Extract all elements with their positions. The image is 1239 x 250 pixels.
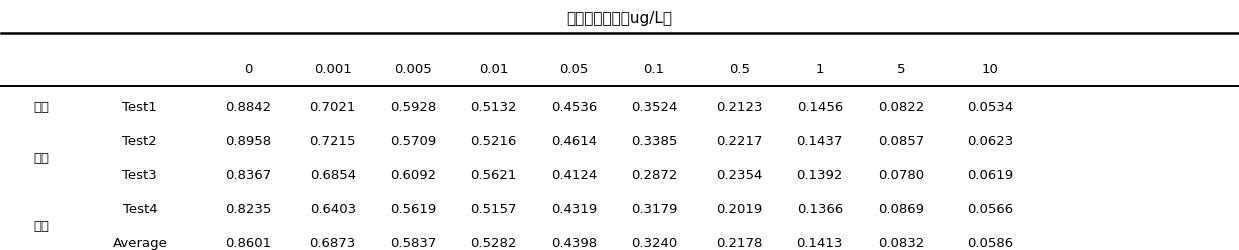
Text: Test2: Test2 bbox=[123, 134, 157, 147]
Text: 0.8235: 0.8235 bbox=[225, 202, 271, 215]
Text: 0.1456: 0.1456 bbox=[797, 101, 843, 114]
Text: 10: 10 bbox=[983, 62, 999, 75]
Text: 0.7021: 0.7021 bbox=[310, 101, 356, 114]
Text: 0.1413: 0.1413 bbox=[797, 236, 843, 248]
Text: 0.0534: 0.0534 bbox=[968, 101, 1014, 114]
Text: 0.8601: 0.8601 bbox=[225, 236, 271, 248]
Text: 0.4319: 0.4319 bbox=[550, 202, 597, 215]
Text: 0.0586: 0.0586 bbox=[968, 236, 1014, 248]
Text: 0.0869: 0.0869 bbox=[878, 202, 924, 215]
Text: 0.5837: 0.5837 bbox=[390, 236, 436, 248]
Text: 0.2217: 0.2217 bbox=[716, 134, 763, 147]
Text: 0.6873: 0.6873 bbox=[310, 236, 356, 248]
Text: 0.0780: 0.0780 bbox=[878, 168, 924, 181]
Text: 0.1: 0.1 bbox=[643, 62, 664, 75]
Text: 0.3179: 0.3179 bbox=[631, 202, 678, 215]
Text: 0.001: 0.001 bbox=[313, 62, 352, 75]
Text: 0.5282: 0.5282 bbox=[471, 236, 517, 248]
Text: 0.01: 0.01 bbox=[478, 62, 508, 75]
Text: 强度: 强度 bbox=[33, 152, 50, 164]
Text: 0.5621: 0.5621 bbox=[471, 168, 517, 181]
Text: 0.3240: 0.3240 bbox=[631, 236, 678, 248]
Text: Test1: Test1 bbox=[123, 101, 157, 114]
Text: 恩诺沙星浓度（ug/L）: 恩诺沙星浓度（ug/L） bbox=[566, 11, 673, 26]
Text: 0.0623: 0.0623 bbox=[968, 134, 1014, 147]
Text: 0.4536: 0.4536 bbox=[550, 101, 597, 114]
Text: 0.4614: 0.4614 bbox=[550, 134, 597, 147]
Text: 0.3524: 0.3524 bbox=[631, 101, 678, 114]
Text: 0.1366: 0.1366 bbox=[797, 202, 843, 215]
Text: 0.6854: 0.6854 bbox=[310, 168, 356, 181]
Text: 0.0822: 0.0822 bbox=[878, 101, 924, 114]
Text: Average: Average bbox=[113, 236, 167, 248]
Text: 0.5619: 0.5619 bbox=[390, 202, 436, 215]
Text: 0.0857: 0.0857 bbox=[878, 134, 924, 147]
Text: 0.4398: 0.4398 bbox=[550, 236, 597, 248]
Text: 0.0566: 0.0566 bbox=[968, 202, 1014, 215]
Text: 0.2019: 0.2019 bbox=[716, 202, 762, 215]
Text: 0.6092: 0.6092 bbox=[390, 168, 436, 181]
Text: 0.6403: 0.6403 bbox=[310, 202, 356, 215]
Text: 0.2123: 0.2123 bbox=[716, 101, 763, 114]
Text: 0.005: 0.005 bbox=[394, 62, 432, 75]
Text: 荧光: 荧光 bbox=[33, 101, 50, 114]
Text: 0.5132: 0.5132 bbox=[470, 101, 517, 114]
Text: 0.4124: 0.4124 bbox=[550, 168, 597, 181]
Text: Test3: Test3 bbox=[123, 168, 157, 181]
Text: 0.5928: 0.5928 bbox=[390, 101, 436, 114]
Text: 0.3385: 0.3385 bbox=[631, 134, 678, 147]
Text: 1: 1 bbox=[815, 62, 824, 75]
Text: 0.2872: 0.2872 bbox=[631, 168, 678, 181]
Text: 0.1437: 0.1437 bbox=[797, 134, 843, 147]
Text: 0.05: 0.05 bbox=[559, 62, 589, 75]
Text: 0: 0 bbox=[244, 62, 253, 75]
Text: 0.0832: 0.0832 bbox=[878, 236, 924, 248]
Text: 0.5709: 0.5709 bbox=[390, 134, 436, 147]
Text: 0.8367: 0.8367 bbox=[225, 168, 271, 181]
Text: 5: 5 bbox=[897, 62, 906, 75]
Text: Test4: Test4 bbox=[123, 202, 157, 215]
Text: 数值: 数值 bbox=[33, 219, 50, 232]
Text: 0.5216: 0.5216 bbox=[471, 134, 517, 147]
Text: 0.5157: 0.5157 bbox=[470, 202, 517, 215]
Text: 0.7215: 0.7215 bbox=[310, 134, 356, 147]
Text: 0.2354: 0.2354 bbox=[716, 168, 762, 181]
Text: 0.0619: 0.0619 bbox=[968, 168, 1014, 181]
Text: 0.5: 0.5 bbox=[729, 62, 750, 75]
Text: 0.2178: 0.2178 bbox=[716, 236, 762, 248]
Text: 0.8958: 0.8958 bbox=[225, 134, 271, 147]
Text: 0.8842: 0.8842 bbox=[225, 101, 271, 114]
Text: 0.1392: 0.1392 bbox=[797, 168, 843, 181]
